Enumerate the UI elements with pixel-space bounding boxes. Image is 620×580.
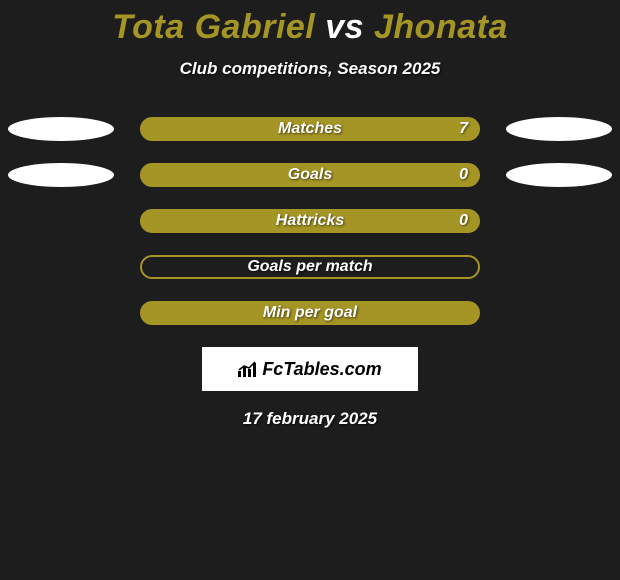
stat-rows: Matches 7 Goals 0 Hattricks 0 Goals per match M… — [0, 117, 620, 325]
stat-bar: Goals 0 — [140, 163, 480, 187]
subtitle: Club competitions, Season 2025 — [0, 59, 620, 79]
stat-value: 7 — [459, 120, 468, 138]
player2-name: Jhonata — [374, 8, 508, 46]
player1-name: Tota Gabriel — [112, 8, 315, 46]
brand-text: FcTables.com — [238, 359, 381, 380]
brand-box: FcTables.com — [202, 347, 418, 391]
stat-label: Hattricks — [276, 212, 344, 230]
stat-row: Goals per match — [0, 255, 620, 279]
stat-value: 0 — [459, 212, 468, 230]
player2-ellipse — [506, 117, 612, 141]
stat-row: Hattricks 0 — [0, 209, 620, 233]
stat-bar: Goals per match — [140, 255, 480, 279]
chart-icon — [238, 361, 258, 377]
brand-label: FcTables.com — [262, 359, 381, 380]
vs-text: vs — [325, 8, 364, 46]
player1-ellipse — [8, 163, 114, 187]
stat-label: Min per goal — [263, 304, 357, 322]
comparison-title: Tota Gabriel vs Jhonata — [0, 0, 620, 47]
stat-label: Goals — [288, 166, 332, 184]
stat-bar: Hattricks 0 — [140, 209, 480, 233]
stat-label: Goals per match — [247, 258, 372, 276]
stat-row: Goals 0 — [0, 163, 620, 187]
stat-bar: Matches 7 — [140, 117, 480, 141]
player1-ellipse — [8, 117, 114, 141]
date-text: 17 february 2025 — [0, 409, 620, 429]
stat-label: Matches — [278, 120, 342, 138]
stat-row: Matches 7 — [0, 117, 620, 141]
stat-row: Min per goal — [0, 301, 620, 325]
stat-bar: Min per goal — [140, 301, 480, 325]
player2-ellipse — [506, 163, 612, 187]
stat-value: 0 — [459, 166, 468, 184]
